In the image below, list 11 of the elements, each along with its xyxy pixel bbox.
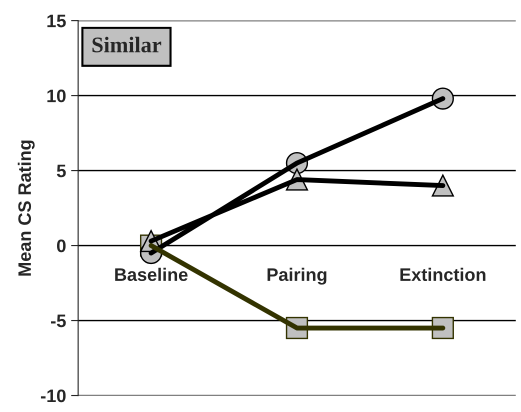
- y-tick-label: 15: [47, 14, 66, 28]
- y-tick-label: 0: [57, 239, 66, 252]
- annotation: Similar: [92, 36, 162, 52]
- x-tick-label: Pairing: [268, 268, 326, 285]
- y-tick-label: 10: [47, 90, 66, 102]
- y-tick-label: -10: [40, 389, 66, 402]
- y-axis-title: Mean CS Rating: [18, 140, 35, 276]
- x-tick-label: Baseline: [115, 268, 188, 282]
- y-tick-label: 5: [56, 164, 66, 178]
- x-tick-label: Extinction: [400, 268, 486, 282]
- y-tick-label: -5: [50, 314, 66, 328]
